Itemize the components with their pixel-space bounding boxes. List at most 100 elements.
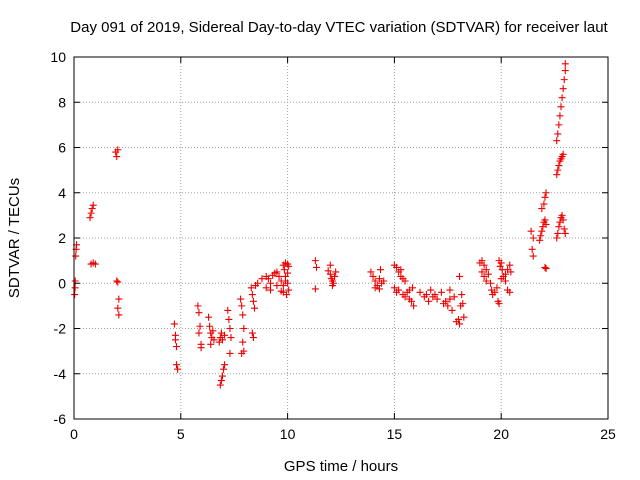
data-point (249, 297, 257, 305)
data-point (484, 270, 492, 278)
data-point (279, 282, 287, 290)
data-point (433, 295, 441, 303)
x-tick-label: 15 (387, 426, 403, 442)
data-point (195, 309, 203, 317)
data-point (113, 277, 121, 285)
data-point (431, 291, 439, 299)
data-point (478, 268, 486, 276)
x-tick-label: 0 (70, 426, 78, 442)
data-point (221, 331, 229, 339)
data-point (482, 277, 490, 285)
data-point (254, 279, 262, 287)
data-point (71, 284, 79, 292)
data-point (493, 284, 501, 292)
data-point (442, 297, 450, 305)
data-point (224, 306, 232, 314)
data-point (91, 260, 99, 268)
data-point (497, 275, 505, 283)
data-point (275, 272, 283, 280)
data-point (561, 60, 569, 68)
data-point (527, 227, 535, 235)
axis-ticks: 0 5 10 15 20 25 -6 -4 -2 0 2 4 6 8 10 (50, 49, 616, 442)
data-point (401, 293, 409, 301)
data-points (71, 60, 569, 389)
x-tick-label: 5 (177, 426, 185, 442)
data-point (410, 302, 418, 310)
data-point (89, 201, 97, 209)
data-point (86, 214, 94, 222)
data-point (273, 282, 281, 290)
data-point (258, 275, 266, 283)
data-point (395, 286, 403, 294)
y-tick-label: 10 (50, 49, 66, 65)
data-point (454, 315, 462, 323)
data-point (458, 291, 466, 299)
data-point (218, 336, 226, 344)
data-point (328, 282, 336, 290)
data-point (115, 295, 123, 303)
y-tick-label: -2 (54, 321, 67, 337)
data-point (205, 313, 213, 321)
data-point (416, 288, 424, 296)
chart-title: Day 091 of 2019, Sidereal Day-to-day VTE… (70, 19, 608, 36)
data-point (250, 304, 258, 312)
data-point (425, 297, 433, 305)
data-point (553, 234, 561, 242)
data-point (196, 322, 204, 330)
data-point (478, 257, 486, 265)
data-point (506, 261, 514, 269)
data-point (238, 302, 246, 310)
data-point (239, 311, 247, 319)
data-point (371, 277, 379, 285)
data-point (311, 257, 319, 265)
data-point (409, 284, 417, 292)
y-tick-label: 2 (58, 230, 66, 246)
data-point (331, 272, 339, 280)
data-point (540, 200, 548, 208)
data-point (114, 146, 122, 154)
data-point (542, 189, 550, 197)
data-point (227, 334, 235, 342)
data-point (240, 325, 248, 332)
data-point (554, 130, 562, 138)
data-point (529, 252, 537, 260)
data-point (553, 171, 561, 179)
data-point (558, 94, 566, 102)
data-point (555, 121, 563, 129)
data-point (226, 325, 234, 332)
y-tick-label: 6 (58, 140, 66, 156)
data-point (557, 103, 565, 111)
data-point (558, 211, 566, 219)
data-point (560, 76, 568, 84)
data-point (460, 313, 468, 321)
data-point (87, 209, 95, 217)
data-point (195, 329, 203, 337)
data-point (209, 327, 217, 335)
data-point (207, 340, 215, 348)
data-point (173, 361, 181, 369)
data-point (380, 277, 388, 285)
data-point (444, 302, 452, 310)
data-point (267, 286, 275, 294)
grid-lines (74, 57, 608, 419)
data-point (487, 279, 495, 287)
data-point (541, 263, 549, 271)
data-point (538, 205, 546, 213)
data-point (555, 223, 563, 231)
y-tick-label: 0 (58, 275, 66, 291)
y-tick-label: 4 (58, 185, 66, 201)
data-point (556, 112, 564, 120)
data-point (541, 216, 549, 224)
data-point (210, 336, 218, 344)
data-point (367, 268, 375, 276)
data-point (285, 262, 293, 270)
data-point (262, 284, 270, 292)
data-point (495, 300, 503, 308)
data-point (422, 291, 430, 299)
data-point (284, 269, 292, 277)
data-point (206, 322, 214, 330)
data-point (507, 268, 515, 276)
data-point (194, 302, 202, 310)
x-tick-label: 20 (493, 426, 509, 442)
